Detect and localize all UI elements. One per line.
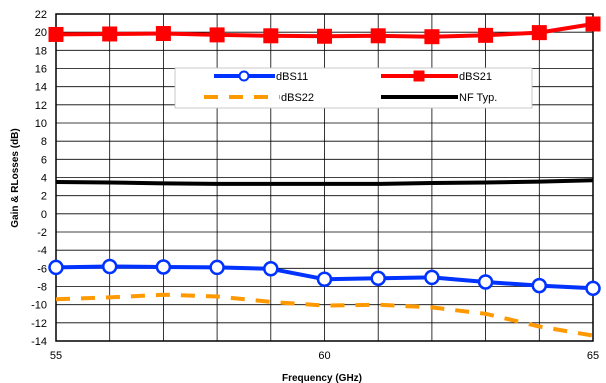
y-tick-label: 8 xyxy=(41,136,47,148)
legend-label-dbs11: dBS11 xyxy=(276,71,308,83)
x-tick-label: 65 xyxy=(587,350,599,362)
y-tick-label: -10 xyxy=(31,300,47,312)
grid xyxy=(56,13,593,342)
x-tick-label: 60 xyxy=(318,350,330,362)
data-point-dbs21 xyxy=(263,28,279,44)
data-point-dbs21 xyxy=(370,28,386,44)
legend-item-nf-typ: NF Typ. xyxy=(381,92,497,104)
data-point-dbs21 xyxy=(424,29,440,45)
legend: dBS11 dBS21 dBS22 NF Typ. xyxy=(174,67,533,109)
series-line-nf-typ xyxy=(55,178,594,186)
data-point-dbs11 xyxy=(209,259,225,276)
data-point-dbs11 xyxy=(316,271,333,287)
data-point-dbs21 xyxy=(478,27,494,43)
y-tick-label: 12 xyxy=(35,100,47,112)
data-point-dbs21 xyxy=(155,26,171,42)
legend-item-dbs21: dBS21 xyxy=(381,70,492,83)
data-point-dbs11 xyxy=(48,259,64,276)
data-point-dbs21 xyxy=(317,28,332,44)
data-point-dbs21 xyxy=(48,26,64,42)
data-point-dbs21 xyxy=(102,26,118,42)
data-point-dbs11 xyxy=(101,258,118,275)
y-tick-label: 10 xyxy=(35,118,47,130)
data-point-dbs21 xyxy=(531,25,547,41)
legend-label-nf-typ: NF Typ. xyxy=(459,92,497,104)
legend-marker-dbs11 xyxy=(238,70,250,82)
x-tick-label: 55 xyxy=(50,350,62,362)
data-point-dbs11 xyxy=(477,274,494,290)
y-tick-label: 22 xyxy=(35,9,47,21)
y-tick-label: 4 xyxy=(41,173,47,185)
data-point-dbs11 xyxy=(263,261,279,277)
y-tick-label: -6 xyxy=(37,263,47,275)
data-point-dbs21 xyxy=(585,16,601,32)
data-point-dbs11 xyxy=(424,269,440,286)
legend-item-dbs22: dBS22 xyxy=(204,92,314,104)
legend-item-dbs11: dBS11 xyxy=(214,70,308,83)
legend-label-dbs22: dBS22 xyxy=(281,92,314,104)
y-axis-title: Gain & RLosses (dB) xyxy=(10,128,21,227)
data-point-dbs11 xyxy=(155,259,172,275)
data-point-dbs11 xyxy=(585,280,601,297)
y-tick-label: -8 xyxy=(37,282,47,294)
plot-frame xyxy=(55,13,594,342)
y-tick-label: -12 xyxy=(31,318,47,330)
y-tick-label: 18 xyxy=(35,45,47,57)
x-tick-labels: 55 60 65 xyxy=(50,350,599,362)
y-tick-label: 14 xyxy=(35,82,47,94)
y-tick-label: 0 xyxy=(41,209,47,221)
y-tick-label: -14 xyxy=(31,336,47,348)
data-point-dbs21 xyxy=(209,27,225,43)
legend-marker-dbs21 xyxy=(413,70,425,82)
legend-label-dbs21: dBS21 xyxy=(459,71,492,83)
series-lines xyxy=(48,16,601,338)
y-tick-label: 6 xyxy=(41,154,47,166)
data-point-dbs11 xyxy=(531,277,548,294)
y-tick-label: 16 xyxy=(35,64,47,76)
y-tick-label: 2 xyxy=(41,191,47,203)
y-tick-label: 20 xyxy=(35,27,47,39)
y-tick-label: -4 xyxy=(37,245,47,257)
y-tick-labels: -14 -12 -10 -8 -6 -4 -2 0 2 4 6 8 10 12 14 16 18 20 22 xyxy=(31,9,47,348)
x-axis-title: Frequency (GHz) xyxy=(282,373,362,383)
y-tick-label: -2 xyxy=(37,227,47,239)
data-point-dbs11 xyxy=(370,270,386,287)
